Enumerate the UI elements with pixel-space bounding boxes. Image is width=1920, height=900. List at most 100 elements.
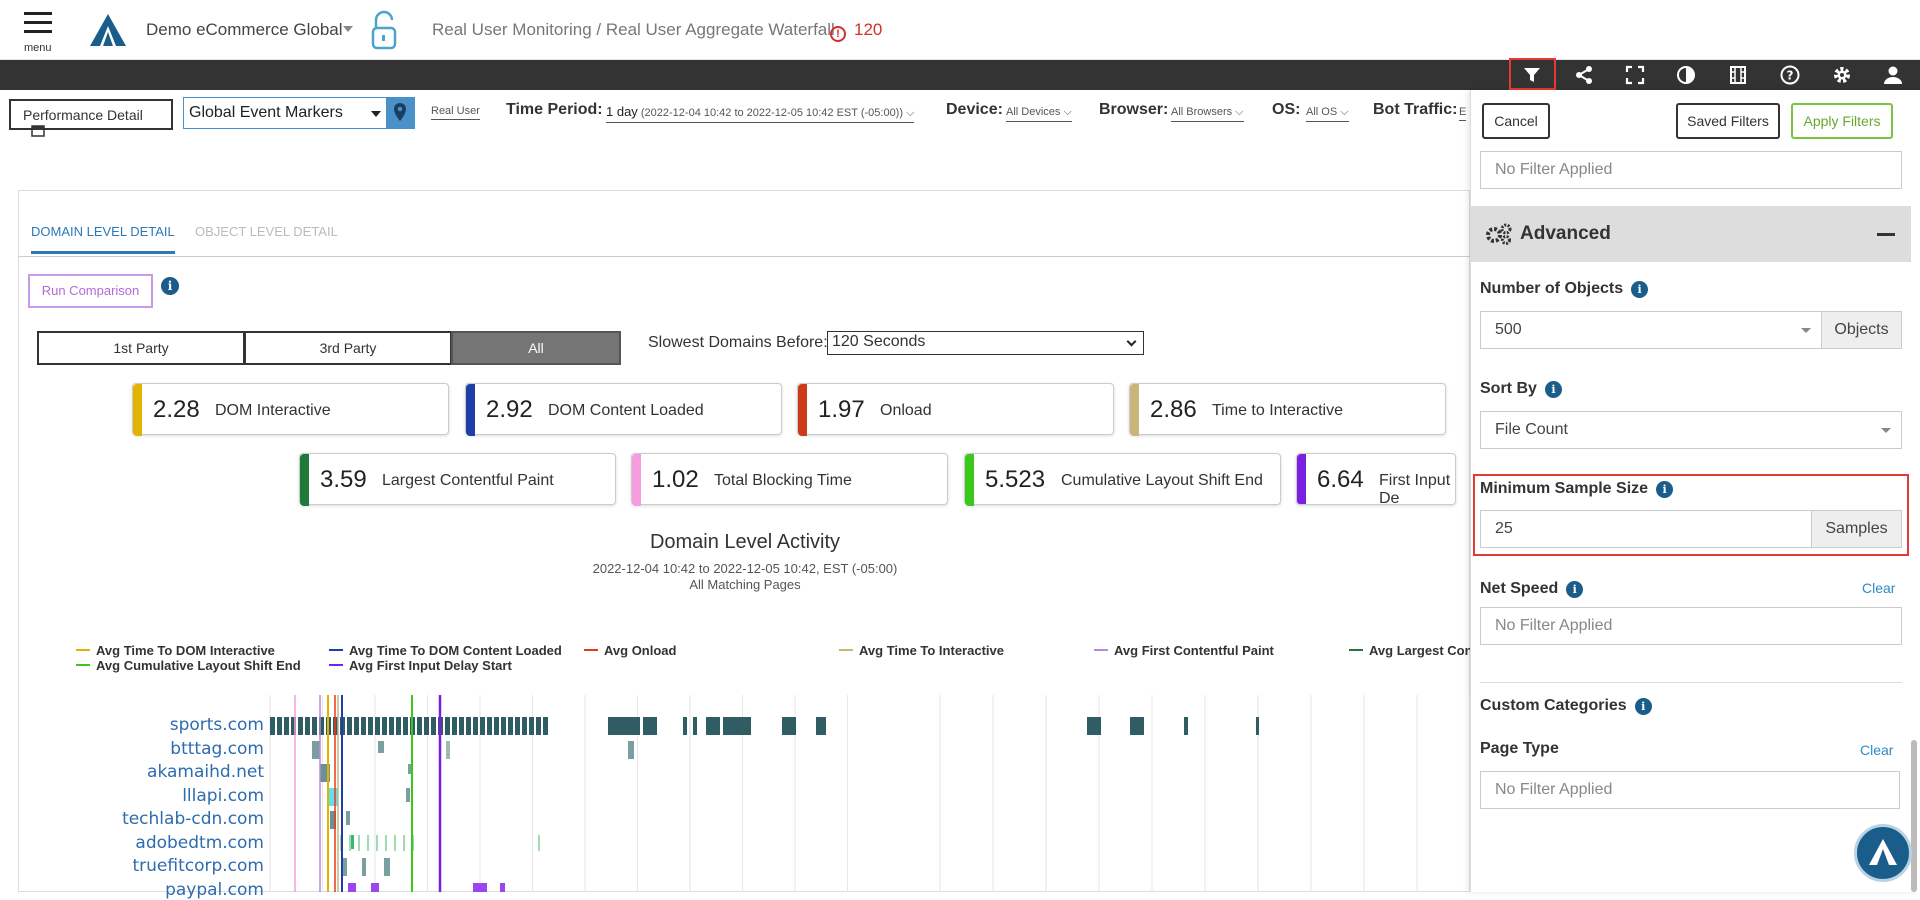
browser-label: Browser: [1099,101,1169,118]
min-sample-input[interactable]: 25 [1480,510,1812,548]
custom-categories-text: Custom Categories [1480,697,1627,714]
metric-label: Largest Contentful Paint [382,472,554,489]
event-markers-select[interactable]: Global Event Markers [183,97,415,129]
location-pin-icon[interactable] [386,98,414,128]
info-icon[interactable]: i [1634,698,1652,715]
waterfall-bar [543,717,548,735]
domain-label[interactable]: adobedtm.com [135,832,264,853]
info-icon[interactable]: i [1566,581,1584,598]
alert-icon: ! [830,26,846,42]
device-select[interactable]: All Devices ⌵ [1006,106,1072,122]
filter-row: Performance Detail Global Event Markers … [0,90,1470,137]
menu-label: menu [24,42,52,54]
waterfall-bar [277,717,282,735]
account-name[interactable]: Demo eCommerce Global [146,20,343,39]
waterfall-bar [361,717,366,735]
main-card: DOMAIN LEVEL DETAIL OBJECT LEVEL DETAIL … [18,190,1473,900]
apply-filters-button[interactable]: Apply Filters [1791,103,1893,139]
waterfall-bar [375,717,380,735]
slowest-domains-select[interactable]: 120 Seconds [827,331,1144,355]
net-speed-clear[interactable]: Clear [1862,580,1896,596]
legend-item[interactable]: Avg Onload [584,643,676,658]
bot-traffic-select[interactable]: E [1459,106,1467,121]
waterfall-bar [367,835,369,851]
first-party-button[interactable]: 1st Party [37,331,245,365]
waterfall-bar [362,858,366,876]
user-icon[interactable] [1882,64,1904,86]
advanced-section-header[interactable]: Advanced [1471,206,1911,262]
domain-label[interactable]: btttag.com [170,738,264,759]
waterfall-bar [501,717,506,735]
legend-item[interactable]: Avg Time To Interactive [839,643,1004,658]
legend-item[interactable]: Avg First Contentful Paint [1094,643,1274,658]
os-value: All OS [1306,106,1338,118]
brand-fab-button[interactable] [1854,824,1912,882]
help-icon[interactable]: ? [1779,64,1801,86]
filter-icon[interactable] [1521,64,1543,86]
time-period-select[interactable]: 1 day (2022-12-04 10:42 to 2022-12-05 10… [606,104,915,123]
domain-label[interactable]: sports.com [169,715,264,735]
account-caret-icon[interactable] [343,26,353,32]
filter-panel: Cancel Saved Filters Apply Filters No Fi… [1470,90,1920,892]
domain-label[interactable]: lllapi.com [182,785,264,806]
film-icon[interactable] [1727,64,1749,86]
min-sample-label: Minimum Sample Size i [1480,480,1674,498]
legend-item[interactable]: Avg Time To DOM Content Loaded [329,643,562,658]
waterfall-bar [346,811,350,825]
domain-label[interactable]: truefitcorp.com [132,856,264,876]
domain-label[interactable]: akamaihd.net [147,762,264,782]
collapse-icon[interactable] [1877,233,1895,236]
cancel-button[interactable]: Cancel [1482,103,1550,139]
contrast-icon[interactable] [1675,64,1697,86]
time-period-value: 1 day [606,104,638,119]
metric-label: First Input De [1379,472,1451,505]
browser-select[interactable]: All Browsers ⌵ [1171,106,1244,122]
waterfall-bar [358,835,360,851]
top-filter-input[interactable]: No Filter Applied [1480,151,1902,189]
metric-card: 2.28 DOM Interactive [132,383,449,436]
slowest-domains-value: 120 Seconds [832,333,926,350]
info-icon[interactable]: i [1544,381,1562,398]
info-icon[interactable]: i [1656,481,1674,498]
sort-by-select[interactable]: File Count [1480,411,1902,449]
waterfall-bar [459,717,464,735]
gear-icon[interactable] [1831,64,1853,86]
sort-by-text: Sort By [1480,380,1537,397]
page-type-input[interactable]: No Filter Applied [1480,771,1900,809]
run-comparison-button[interactable]: Run Comparison [28,274,153,308]
metric-label: Time to Interactive [1212,402,1344,419]
waterfall-bar [424,717,429,735]
unlock-icon[interactable] [370,10,398,52]
number-of-objects-select[interactable]: 500 [1480,311,1822,349]
alert-badge[interactable]: ! 120 [830,20,882,42]
menu-button[interactable]: menu [20,12,56,54]
info-icon[interactable]: i [161,277,179,295]
legend-item[interactable]: Avg First Input Delay Start [329,658,512,673]
waterfall-bar [305,717,310,735]
tab-object-level-detail[interactable]: OBJECT LEVEL DETAIL [195,224,338,239]
domain-label[interactable]: techlab-cdn.com [122,809,264,829]
info-icon[interactable]: i [1631,281,1649,298]
panel-scrollbar[interactable] [1911,740,1917,892]
net-speed-input[interactable]: No Filter Applied [1480,607,1902,645]
waterfall-bar [494,717,499,735]
event-markers-value: Global Event Markers [189,104,343,121]
real-user-select[interactable]: Real User [431,105,480,120]
third-party-button[interactable]: 3rd Party [244,331,452,365]
os-select[interactable]: All OS ⌵ [1306,106,1349,122]
saved-filters-button[interactable]: Saved Filters [1676,103,1780,139]
metric-label: Onload [880,402,932,419]
waterfall-bar [312,741,320,759]
share-icon[interactable] [1573,64,1595,86]
fullscreen-icon[interactable] [1624,64,1646,86]
tab-domain-level-detail[interactable]: DOMAIN LEVEL DETAIL [31,224,175,254]
all-party-button[interactable]: All [451,331,621,365]
performance-detail-button[interactable]: Performance Detail [9,99,173,137]
waterfall-bar [403,835,405,851]
legend-item[interactable]: Avg Cumulative Layout Shift End [76,658,301,673]
page-type-clear[interactable]: Clear [1860,742,1894,758]
legend-item[interactable]: Avg Largest Con [1349,643,1473,658]
legend-item[interactable]: Avg Time To DOM Interactive [76,643,275,658]
chart-title: Domain Level Activity [649,531,841,553]
metric-color-bar [632,454,641,506]
